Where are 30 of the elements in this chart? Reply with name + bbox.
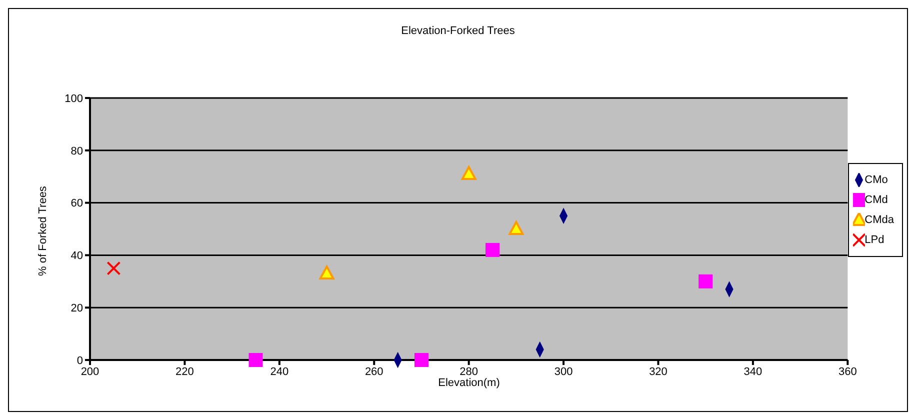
point [486, 242, 500, 257]
legend-label: CMda [864, 214, 894, 226]
point [248, 353, 263, 367]
x-tick-label: 200 [80, 366, 100, 378]
point [414, 353, 428, 367]
y-tick-label: 100 [64, 92, 83, 105]
chart-title: Elevation-Forked Trees [400, 25, 516, 37]
point [698, 274, 713, 288]
point [461, 166, 476, 180]
y-axis-title: % of Forked Trees [37, 186, 49, 276]
point [508, 221, 524, 235]
x-tick-label: 240 [270, 366, 289, 378]
x-tick-label: 280 [460, 366, 478, 378]
legend-label: LPd [864, 234, 884, 246]
legend-label: CMd [864, 194, 888, 206]
point [106, 261, 121, 276]
y-tick-label: 80 [70, 145, 83, 158]
y-tick-label: 20 [70, 302, 83, 315]
legend-label: CMo [864, 174, 888, 186]
x-tick-label: 320 [649, 366, 668, 378]
point [319, 266, 334, 280]
x-axis-title: Elevation(m) [437, 377, 501, 389]
x-tick-label: 300 [554, 366, 573, 378]
x-tick-label: 360 [838, 366, 857, 378]
x-tick-label: 220 [176, 366, 194, 378]
x-tick-label: 260 [364, 366, 384, 378]
y-tick-label: 60 [70, 198, 83, 210]
x-tick-label: 340 [744, 366, 762, 378]
y-tick-label: 40 [70, 250, 83, 262]
y-tick-label: 0 [76, 354, 83, 367]
